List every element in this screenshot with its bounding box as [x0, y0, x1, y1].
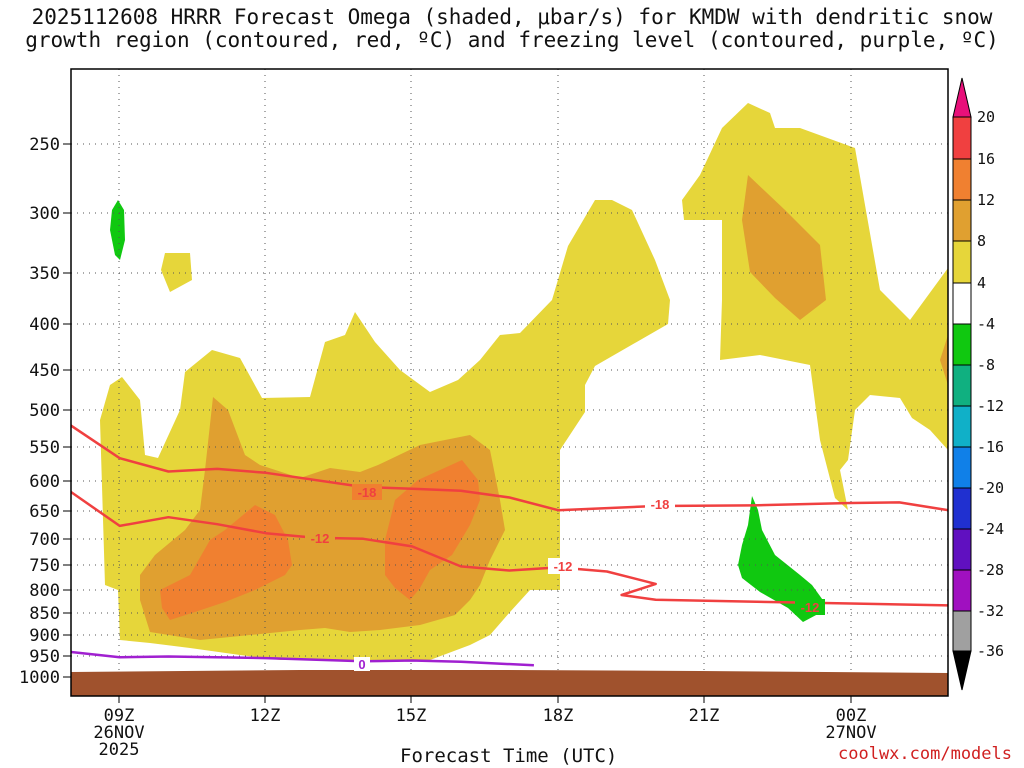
omega-shade-yellow-small: [161, 253, 192, 292]
colorbar-swatch: [952, 240, 972, 284]
colorbar-label: -16: [977, 438, 1004, 456]
x-tick-label-21z: 21Z: [689, 706, 720, 726]
colorbar-swatch: [952, 116, 972, 160]
y-tick-label-1000: 1000: [19, 668, 60, 688]
contour-labels: -18 -18 -12 -12 -12 0: [305, 484, 825, 672]
y-tick-label-650: 650: [29, 502, 60, 522]
y-tick-label-950: 950: [29, 647, 60, 667]
omega-shading: [100, 103, 948, 662]
colorbar-swatch: [952, 364, 972, 407]
colorbar-label: 12: [977, 191, 995, 209]
y-tick-label-600: 600: [29, 472, 60, 492]
contour-label-bg: [548, 558, 578, 574]
colorbar-swatch: [952, 282, 972, 325]
colorbar-label: 8: [977, 232, 986, 250]
temperature-contour-minus12: [71, 490, 948, 607]
y-tick-label-700: 700: [29, 530, 60, 550]
colorbar-label: -32: [977, 602, 1004, 620]
contour-label-minus12-a: -12: [311, 531, 330, 546]
colorbar-swatch: [952, 487, 972, 530]
y-tick-label-750: 750: [29, 556, 60, 576]
y-tick-label-350: 350: [29, 264, 60, 284]
x-axis: 09Z 26NOV 2025 12Z 15Z 18Z 21Z 00Z 27NOV: [93, 696, 877, 760]
chart-title: 2025112608 HRRR Forecast Omega (shaded, …: [25, 5, 999, 52]
colorbar-label: -28: [977, 561, 1004, 579]
y-tick-label-500: 500: [29, 401, 60, 421]
colorbar-label: 20: [977, 108, 995, 126]
y-tick-label-450: 450: [29, 361, 60, 381]
ground-terrain: [71, 670, 948, 696]
y-tick-label-800: 800: [29, 581, 60, 601]
colorbar-swatch: [952, 158, 972, 201]
x-tick-label-00z: 00Z: [836, 706, 867, 726]
colorbar: 20 16 12 8 4 -4 -8 -12 -16 -20 -24 -28 -…: [952, 77, 1004, 691]
x-tick-label-09z: 09Z: [104, 706, 135, 726]
colorbar-swatch: [952, 528, 972, 571]
x-tick-label-15z: 15Z: [396, 706, 427, 726]
y-tick-label-550: 550: [29, 438, 60, 458]
temperature-contour-0: [71, 650, 534, 667]
colorbar-label: -12: [977, 397, 1004, 415]
omega-shade-gold-right: [742, 175, 826, 320]
contour-label-minus12-b: -12: [554, 559, 573, 574]
colorbar-label: 4: [977, 274, 986, 292]
contour-label-minus18-b: -18: [651, 497, 670, 512]
colorbar-swatch: [952, 569, 972, 612]
omega-shade-green-upper: [110, 200, 125, 260]
contour-label-minus18-a: -18: [358, 485, 377, 500]
temperature-contour-minus18: [71, 424, 948, 512]
x-tick-year-2025: 2025: [99, 740, 140, 760]
omega-shade-orange-left: [160, 505, 292, 620]
x-tick-label-18z: 18Z: [543, 706, 574, 726]
colorbar-label: -4: [977, 315, 995, 333]
contour-label-bg: [352, 484, 382, 500]
y-tick-label-300: 300: [29, 204, 60, 224]
y-axis: 250 300 350 400 450 500 550 600 650 700 …: [19, 135, 71, 688]
colorbar-swatch: [952, 199, 972, 242]
x-tick-date-27nov: 27NOV: [825, 723, 876, 743]
y-tick-label-400: 400: [29, 315, 60, 335]
colorbar-swatch: [952, 610, 972, 652]
x-axis-title: Forecast Time (UTC): [400, 745, 618, 767]
contour-layer: [71, 424, 948, 667]
colorbar-label: -24: [977, 520, 1004, 538]
colorbar-label: -20: [977, 479, 1004, 497]
colorbar-swatch: [952, 405, 972, 448]
colorbar-swatch: [952, 323, 972, 366]
site-credit[interactable]: coolwx.com/models: [838, 744, 1012, 764]
y-tick-label-250: 250: [29, 135, 60, 155]
contour-label-0: 0: [358, 657, 365, 672]
contour-label-bg: [645, 496, 675, 512]
colorbar-bottom-triangle: [952, 650, 972, 691]
omega-shade-gold-edge: [940, 335, 948, 385]
colorbar-label: -36: [977, 642, 1004, 660]
omega-shade-orange-center: [385, 460, 480, 600]
colorbar-label: 16: [977, 150, 995, 168]
colorbar-swatch: [952, 446, 972, 489]
y-tick-label-900: 900: [29, 626, 60, 646]
contour-label-bg: [795, 599, 825, 615]
x-tick-label-12z: 12Z: [250, 706, 281, 726]
x-tick-date-26nov: 26NOV: [93, 723, 144, 743]
colorbar-label: -8: [977, 356, 995, 374]
contour-label-bg: [354, 657, 370, 671]
contour-label-minus12-c: -12: [801, 600, 820, 615]
plot-frame: [70, 68, 949, 697]
y-tick-label-850: 850: [29, 604, 60, 624]
contour-label-bg: [305, 530, 335, 546]
grid: [71, 69, 948, 696]
colorbar-top-triangle: [952, 77, 972, 118]
